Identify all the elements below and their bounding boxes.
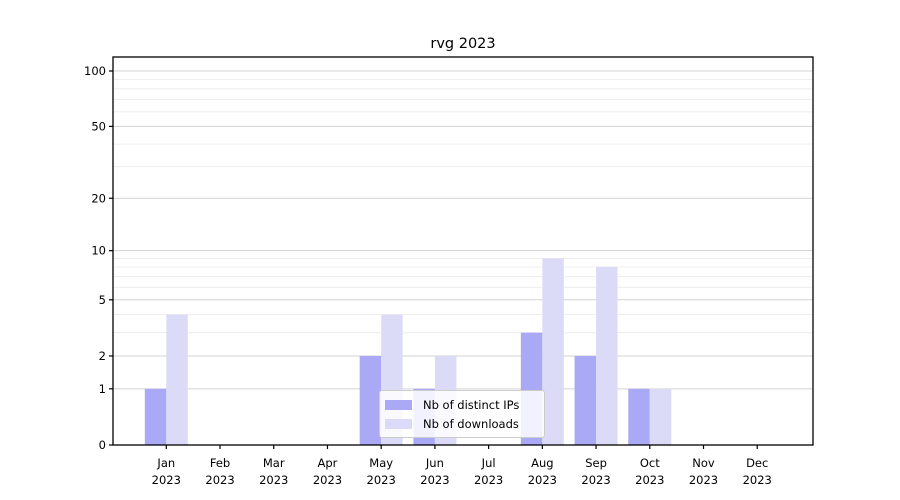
y-tick-label: 0 bbox=[99, 438, 106, 452]
x-tick-label-year: 2023 bbox=[152, 473, 181, 487]
x-tick-label-year: 2023 bbox=[474, 473, 503, 487]
y-tick-label: 5 bbox=[99, 293, 106, 307]
x-tick-label-month: May bbox=[369, 456, 393, 470]
x-tick-label-year: 2023 bbox=[205, 473, 234, 487]
x-tick-label-year: 2023 bbox=[259, 473, 288, 487]
x-tick-label-month: Feb bbox=[210, 456, 230, 470]
legend-entry-distinct-ips: Nb of distinct IPs bbox=[385, 398, 538, 412]
x-tick-label-year: 2023 bbox=[689, 473, 718, 487]
x-tick-label-month: Jan bbox=[156, 456, 175, 470]
x-tick-label-year: 2023 bbox=[743, 473, 772, 487]
bar-distinct-ips-jan bbox=[144, 388, 167, 445]
bar-distinct-ips-may bbox=[359, 355, 382, 445]
x-tick-label-month: Jul bbox=[481, 456, 496, 470]
legend-label-distinct-ips: Nb of distinct IPs bbox=[423, 397, 520, 412]
y-tick-label: 100 bbox=[84, 64, 106, 78]
x-tick-label-month: Jun bbox=[425, 456, 444, 470]
bar-downloads-sep bbox=[596, 266, 618, 445]
bar-downloads-jan bbox=[166, 314, 188, 445]
y-tick-label: 10 bbox=[91, 244, 106, 258]
x-tick-label-year: 2023 bbox=[635, 473, 664, 487]
chart-title: rvg 2023 bbox=[430, 36, 496, 52]
bar-distinct-ips-sep bbox=[574, 355, 597, 445]
legend: Nb of distinct IPs Nb of downloads bbox=[379, 390, 545, 438]
legend-entry-downloads: Nb of downloads bbox=[385, 417, 538, 431]
legend-label-downloads: Nb of downloads bbox=[423, 416, 519, 431]
x-tick-label-month: Nov bbox=[692, 456, 715, 470]
x-tick-label-month: Aug bbox=[531, 456, 553, 470]
x-tick-label-month: Oct bbox=[640, 456, 660, 470]
x-tick-label-month: Dec bbox=[746, 456, 768, 470]
x-tick-label-month: Mar bbox=[263, 456, 285, 470]
x-tick-label-month: Sep bbox=[585, 456, 607, 470]
y-tick-label: 2 bbox=[99, 349, 106, 363]
x-tick-label-year: 2023 bbox=[367, 473, 396, 487]
x-tick-label-year: 2023 bbox=[581, 473, 610, 487]
y-tick-label: 1 bbox=[99, 382, 106, 396]
x-tick-label-year: 2023 bbox=[313, 473, 342, 487]
x-tick-label-year: 2023 bbox=[528, 473, 557, 487]
bar-distinct-ips-oct bbox=[628, 388, 650, 445]
y-tick-label: 50 bbox=[91, 119, 106, 133]
bar-downloads-aug bbox=[542, 258, 564, 445]
legend-swatch-distinct-ips bbox=[385, 399, 412, 410]
legend-swatch-downloads bbox=[385, 418, 412, 429]
x-tick-label-year: 2023 bbox=[420, 473, 449, 487]
y-tick-label: 20 bbox=[91, 191, 106, 205]
x-tick-label-month: Apr bbox=[318, 456, 338, 470]
bar-downloads-oct bbox=[649, 388, 672, 445]
